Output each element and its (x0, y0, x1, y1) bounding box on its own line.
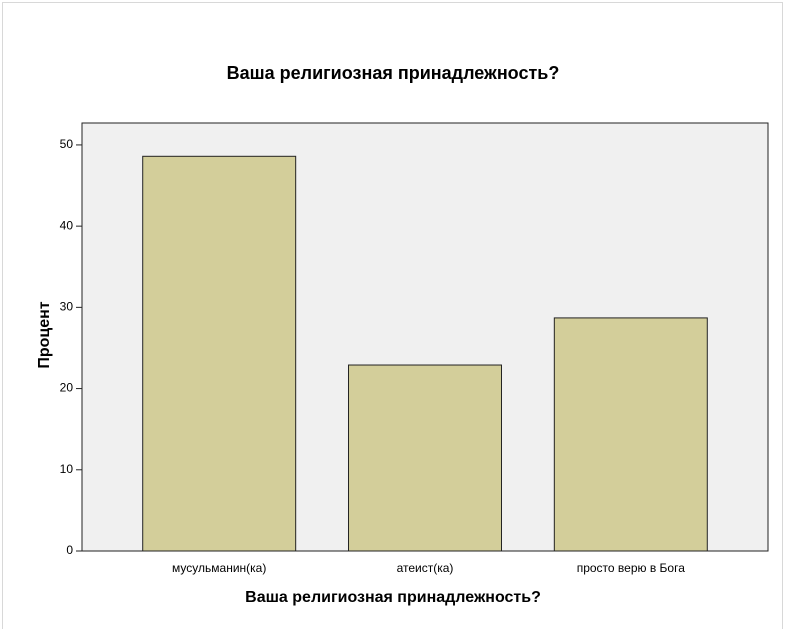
x-tick-label: просто верю в Бога (577, 561, 686, 575)
y-tick-label: 0 (66, 543, 73, 557)
y-tick-label: 40 (60, 218, 74, 232)
x-tick-label: мусульманин(ка) (172, 561, 266, 575)
y-tick-label: 10 (60, 462, 74, 476)
y-axis-label: Процент (36, 301, 53, 368)
bar (553, 317, 708, 552)
x-tick-label: атеист(ка) (397, 561, 454, 575)
y-tick-label: 30 (60, 300, 74, 314)
y-tick-label: 20 (60, 381, 74, 395)
chart-title: Ваша религиозная принадлежность? (227, 63, 560, 83)
y-tick-label: 50 (60, 137, 74, 151)
bar (348, 364, 502, 552)
x-axis-label: Ваша религиозная принадлежность? (245, 589, 541, 606)
bar (142, 155, 297, 552)
